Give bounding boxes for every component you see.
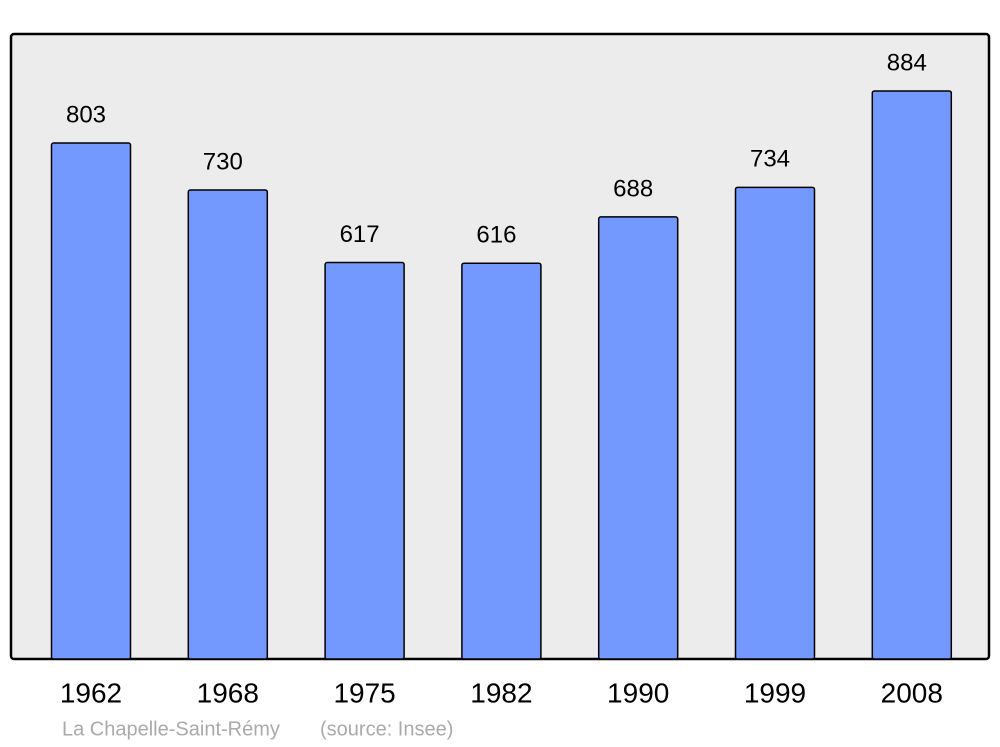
bar <box>324 261 405 660</box>
x-tick-label: 1999 <box>744 677 806 708</box>
value-label: 617 <box>340 221 380 248</box>
chart-title: La Chapelle-Saint-Rémy <box>62 718 280 740</box>
bar <box>50 142 132 660</box>
x-tick-label: 1962 <box>60 677 122 708</box>
value-label: 616 <box>476 222 516 249</box>
value-label: 734 <box>750 146 790 173</box>
value-label: 884 <box>887 49 927 76</box>
x-tick-label: 1990 <box>607 677 669 708</box>
bar <box>734 186 816 660</box>
bar <box>871 90 953 660</box>
x-tick-label: 1982 <box>470 677 532 708</box>
x-tick-label: 1968 <box>197 677 259 708</box>
bar <box>597 216 679 660</box>
bar <box>461 262 542 660</box>
source: (source: Insee) <box>320 718 453 740</box>
bar <box>187 189 269 660</box>
value-label: 688 <box>613 175 653 202</box>
value-label: 803 <box>66 101 106 128</box>
value-label: 730 <box>203 148 243 175</box>
x-tick-label: 2008 <box>881 677 943 708</box>
x-tick-label: 1975 <box>333 677 395 708</box>
